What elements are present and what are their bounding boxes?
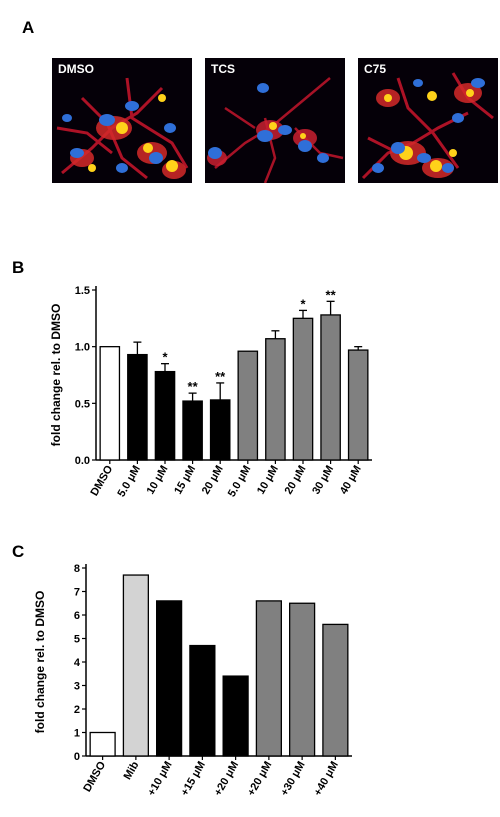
chart-b-x-tick-label: 40 μM [338, 464, 364, 497]
chart-c-x-tick-label: +40 μM [312, 760, 341, 799]
chart-b-significance-mark: ** [215, 369, 226, 384]
chart-c-y-tick-label: 2 [74, 704, 80, 716]
chart-c-y-tick-label: 3 [74, 681, 80, 693]
chart-b-bar [99, 346, 121, 461]
chart-c-bar [255, 600, 282, 757]
chart-c-y-tick-label: 8 [74, 563, 80, 575]
chart-c-bar [122, 574, 149, 757]
chart-c-bar [89, 731, 116, 757]
chart-b-bar [154, 370, 176, 461]
chart-c-bar [322, 623, 349, 757]
micrograph-dmso-label: DMSO [58, 62, 94, 76]
chart-b-x-tick-label: 5.0 μM [115, 464, 143, 500]
chart-b-x-tick-label: 5.0 μM [226, 464, 254, 500]
panel-c-letter: C [12, 542, 25, 561]
chart-b-bar [347, 349, 369, 461]
micrograph-dmso: DMSO [52, 58, 192, 183]
panel-b-letter: B [12, 258, 25, 277]
chart-b-bar [292, 317, 314, 461]
chart-b-x-tick-label: 20 μM [283, 464, 309, 497]
chart-c-bar [289, 602, 316, 757]
micrograph-tcs-image [207, 77, 344, 183]
chart-c-x-tick-label: +15 μM [179, 760, 208, 799]
chart-b-y-tick-label: 1.5 [75, 285, 90, 297]
chart-c-x-tick-label: DMSO [81, 759, 108, 794]
micrograph-c75-image [361, 72, 494, 180]
micrograph-dmso-image [56, 77, 189, 180]
chart-b-bar [182, 400, 203, 461]
chart-b-x-tick-label: 10 μM [255, 464, 281, 497]
chart-b-y-axis-label: fold change rel. to DMSO [49, 304, 63, 447]
chart-b-significance-mark: * [162, 350, 168, 365]
chart-b-y-tick-label: 0.5 [75, 398, 90, 410]
chart-c-bar [222, 675, 249, 757]
chart-c-y-tick-label: 4 [74, 657, 81, 669]
chart-b-x-tick-label: 20 μM [200, 464, 226, 497]
chart-c-bar [156, 600, 183, 757]
chart-c-bar [189, 644, 216, 757]
chart-b-x-tick-label: DMSO [89, 463, 116, 498]
micrograph-c75: C75 [358, 58, 498, 183]
chart-c-y-axis-label: fold change rel. to DMSO [33, 591, 47, 734]
chart-b-x-tick-label: 30 μM [310, 464, 336, 497]
micrograph-tcs: TCS [205, 58, 345, 183]
chart-b-x-tick-label: 15 μM [172, 464, 198, 497]
chart-b: 0.0 0.5 1.0 1.5 fold change rel. to DMSO DMSO… [49, 285, 372, 500]
chart-b-significance-mark: ** [326, 287, 337, 302]
chart-b-bar [209, 399, 231, 461]
chart-c-x-tick-label: Mib [122, 759, 142, 782]
chart-b-significance-mark: ** [188, 379, 199, 394]
chart-b-bar [237, 350, 259, 461]
micrograph-c75-label: C75 [364, 62, 387, 76]
chart-b-y-tick-label: 0.0 [75, 455, 90, 467]
chart-b-x-tick-label: 10 μM [145, 464, 171, 497]
panel-a-letter: A [22, 18, 35, 37]
chart-b-significance-mark: * [300, 296, 306, 311]
chart-c: 0 1 2 3 4 5 6 7 8 fold change rel. to DMSO DMSO Mib… [33, 563, 352, 799]
chart-b-bar [320, 314, 341, 461]
chart-c-x-tick-label: +20 μM [212, 760, 241, 799]
chart-b-y-tick-label: 1.0 [75, 342, 90, 354]
chart-b-bar [127, 353, 148, 461]
chart-c-y-tick-label: 1 [74, 728, 80, 740]
chart-c-x-tick-label: +30 μM [279, 760, 308, 799]
chart-c-x-tick-label: +10 μM [146, 760, 175, 799]
chart-c-y-tick-label: 0 [74, 751, 80, 763]
chart-c-y-tick-label: 6 [74, 610, 80, 622]
micrograph-tcs-label: TCS [211, 62, 235, 76]
chart-c-y-tick-label: 7 [74, 587, 80, 599]
chart-c-y-tick-label: 5 [74, 634, 80, 646]
chart-c-x-tick-label: +20 μM [245, 760, 274, 799]
chart-b-bar [265, 338, 286, 461]
